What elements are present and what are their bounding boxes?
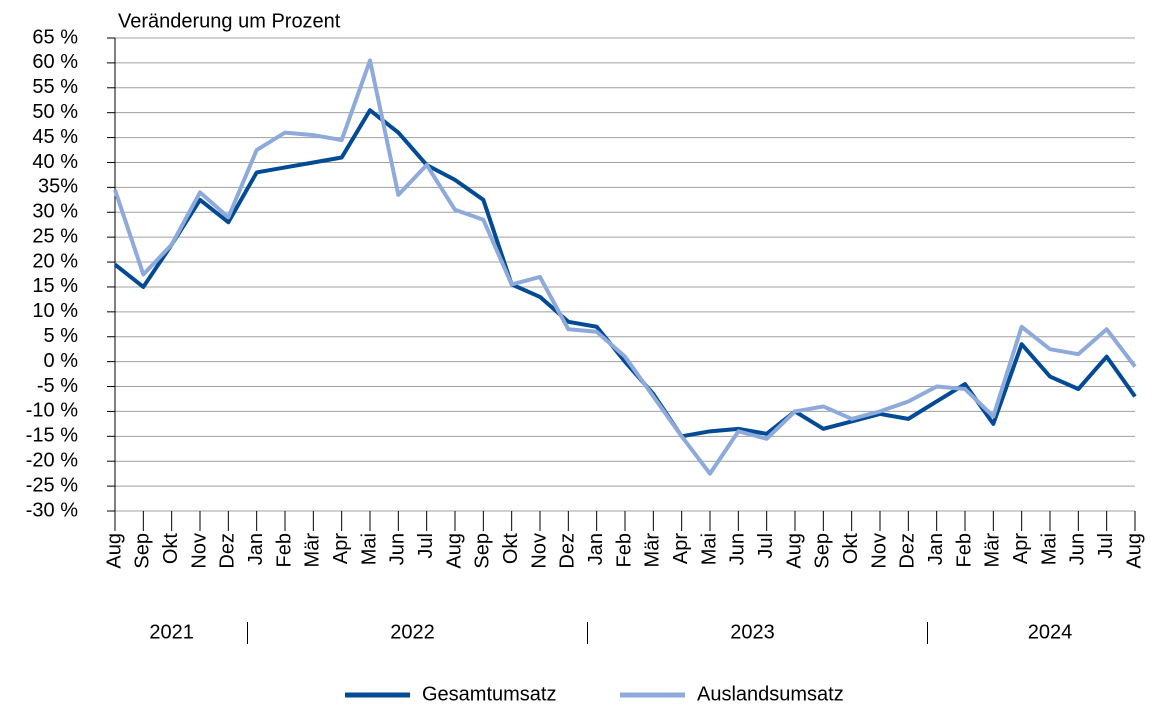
y-tick-label: -15 %: [26, 425, 78, 447]
x-tick-label: Okt: [500, 533, 522, 565]
y-tick-label: 40 %: [32, 151, 78, 173]
x-tick-label: Apr: [330, 533, 352, 564]
legend-label: Gesamtumsatz: [422, 683, 556, 705]
x-tick-label: Jan: [925, 533, 947, 565]
series-line: [113, 108, 1137, 439]
y-tick-label: 50 %: [32, 101, 78, 123]
x-tick-label: Feb: [613, 533, 635, 567]
y-tick-label: 60 %: [32, 51, 78, 73]
y-tick-label: -25 %: [26, 474, 78, 496]
x-tick-label: Jun: [1067, 533, 1089, 565]
x-tick-label: Apr: [1010, 533, 1032, 564]
x-tick-label: Jan: [585, 533, 607, 565]
legend-label: Auslandsumsatz: [697, 683, 844, 705]
x-tick-label: Mai: [358, 533, 380, 565]
x-tick-label: Aug: [103, 533, 125, 569]
y-tick-label: 15 %: [32, 275, 78, 297]
x-tick-label: Mär: [982, 533, 1004, 568]
y-tick-label: -5 %: [37, 375, 78, 397]
x-tick-label: Sep: [132, 533, 154, 569]
x-tick-label: Jul: [415, 533, 437, 559]
y-tick-label: 35%: [38, 176, 78, 198]
x-tick-label: Dez: [897, 533, 919, 569]
x-tick-label: Aug: [1123, 533, 1145, 569]
y-tick-label: -10 %: [26, 400, 78, 422]
x-tick-label: Dez: [217, 533, 239, 569]
x-tick-label: Mai: [1038, 533, 1060, 565]
x-tick-label: Aug: [783, 533, 805, 569]
x-tick-label: Feb: [273, 533, 295, 567]
year-label: 2022: [390, 621, 435, 643]
x-tick-label: Jul: [755, 533, 777, 559]
x-tick-label: Nov: [188, 533, 210, 569]
y-tick-label: 0 %: [44, 350, 79, 372]
x-tick-label: Okt: [840, 533, 862, 565]
x-tick-label: Feb: [953, 533, 975, 567]
x-tick-label: Sep: [472, 533, 494, 569]
x-tick-label: Sep: [812, 533, 834, 569]
x-tick-label: Nov: [868, 533, 890, 569]
y-tick-label: 10 %: [32, 300, 78, 322]
x-tick-label: Mai: [698, 533, 720, 565]
y-tick-label: 45 %: [32, 126, 78, 148]
y-tick-label: 5 %: [44, 325, 79, 347]
year-label: 2021: [149, 621, 194, 643]
y-tick-label: 25 %: [32, 225, 78, 247]
chart-title: Veränderung um Prozent: [118, 10, 341, 32]
x-tick-label: Nov: [528, 533, 550, 569]
y-tick-label: 20 %: [32, 250, 78, 272]
x-tick-label: Mär: [302, 533, 324, 568]
y-tick-label: -30 %: [26, 499, 78, 521]
x-tick-label: Jul: [1095, 533, 1117, 559]
x-tick-label: Okt: [160, 533, 182, 565]
y-tick-label: 55 %: [32, 76, 78, 98]
year-label: 2024: [1028, 621, 1073, 643]
x-tick-label: Jan: [245, 533, 267, 565]
x-tick-label: Jun: [387, 533, 409, 565]
x-tick-label: Jun: [727, 533, 749, 565]
y-tick-label: 65 %: [32, 26, 78, 48]
year-label: 2023: [730, 621, 775, 643]
x-tick-label: Dez: [557, 533, 579, 569]
x-tick-label: Apr: [670, 533, 692, 564]
x-tick-label: Aug: [443, 533, 465, 569]
x-tick-label: Mär: [642, 533, 664, 568]
y-tick-label: 30 %: [32, 201, 78, 223]
series-line: [113, 58, 1137, 476]
y-tick-label: -20 %: [26, 449, 78, 471]
